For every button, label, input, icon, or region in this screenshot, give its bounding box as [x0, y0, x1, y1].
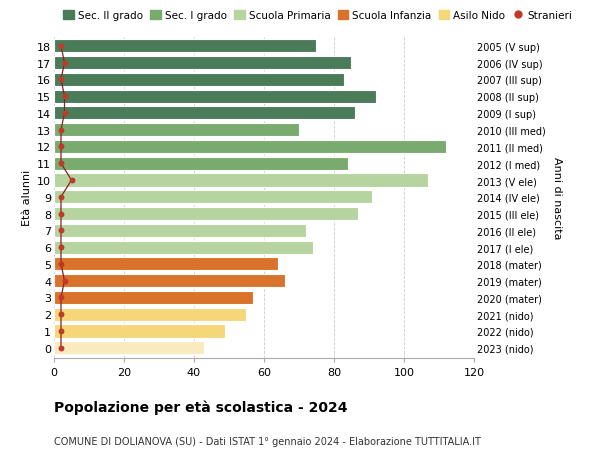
Point — [67, 177, 76, 185]
Bar — [54, 258, 278, 271]
Text: COMUNE DI DOLIANOVA (SU) - Dati ISTAT 1° gennaio 2024 - Elaborazione TUTTITALIA.: COMUNE DI DOLIANOVA (SU) - Dati ISTAT 1°… — [54, 436, 481, 446]
Point — [56, 144, 66, 151]
Point — [60, 110, 70, 118]
Point — [56, 294, 66, 302]
Point — [56, 328, 66, 335]
Bar — [54, 174, 428, 187]
Bar — [54, 107, 355, 120]
Bar — [54, 57, 352, 70]
Bar — [54, 191, 373, 204]
Bar — [54, 325, 226, 338]
Point — [56, 160, 66, 168]
Point — [56, 127, 66, 134]
Point — [56, 311, 66, 318]
Point — [56, 244, 66, 251]
Bar — [54, 74, 344, 87]
Y-axis label: Età alunni: Età alunni — [22, 169, 32, 225]
Point — [56, 227, 66, 235]
Legend: Sec. II grado, Sec. I grado, Scuola Primaria, Scuola Infanzia, Asilo Nido, Stran: Sec. II grado, Sec. I grado, Scuola Prim… — [59, 6, 577, 25]
Bar — [54, 90, 376, 103]
Point — [56, 43, 66, 50]
Point — [60, 277, 70, 285]
Bar — [54, 124, 299, 137]
Bar — [54, 157, 348, 170]
Point — [60, 60, 70, 67]
Bar — [54, 140, 446, 154]
Bar — [54, 308, 247, 321]
Bar — [54, 40, 317, 53]
Point — [56, 344, 66, 352]
Text: Popolazione per età scolastica - 2024: Popolazione per età scolastica - 2024 — [54, 399, 347, 414]
Point — [60, 93, 70, 101]
Bar — [54, 207, 358, 221]
Point — [56, 210, 66, 218]
Point — [56, 261, 66, 268]
Bar — [54, 341, 205, 354]
Bar — [54, 274, 285, 288]
Bar — [54, 291, 253, 304]
Point — [56, 194, 66, 201]
Y-axis label: Anni di nascita: Anni di nascita — [552, 156, 562, 239]
Bar — [54, 224, 306, 237]
Bar — [54, 241, 313, 254]
Point — [56, 77, 66, 84]
